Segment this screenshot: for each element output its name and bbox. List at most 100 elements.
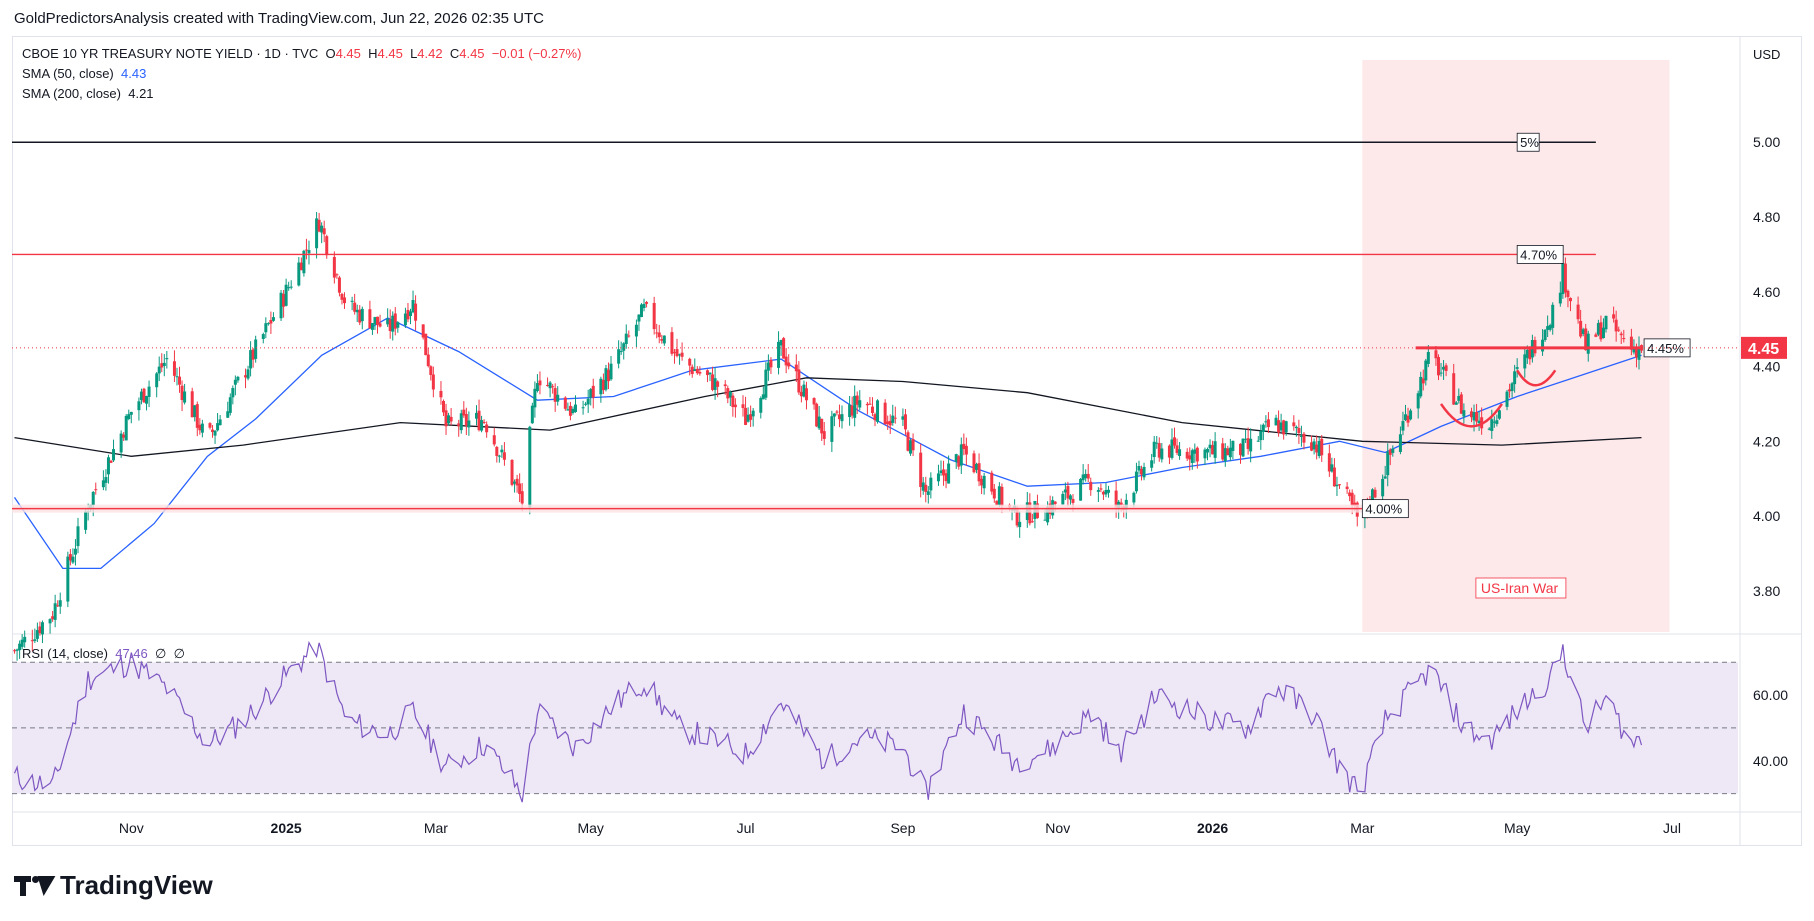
candle: [1332, 458, 1336, 487]
candle-body: [360, 308, 364, 322]
candle-body: [1632, 347, 1636, 353]
candle: [464, 407, 468, 436]
candle: [1150, 453, 1154, 472]
candle: [830, 410, 834, 452]
candle-body: [909, 440, 913, 454]
candle-body: [1043, 519, 1047, 521]
candle: [1490, 409, 1494, 439]
candle-body: [959, 444, 963, 466]
tradingview-brand[interactable]: TradingView: [14, 870, 213, 901]
candle-body: [358, 309, 362, 323]
candle: [482, 419, 486, 424]
price-tick-label: 4.80: [1753, 209, 1780, 225]
candle: [1157, 437, 1161, 462]
candle: [1548, 323, 1552, 332]
candle: [76, 517, 80, 554]
candle: [160, 353, 164, 373]
candle: [104, 469, 108, 491]
candle-body: [1206, 449, 1210, 453]
candle: [617, 340, 621, 369]
candle: [1421, 369, 1425, 391]
candle-body: [876, 400, 880, 422]
candle: [213, 430, 217, 444]
candle-body: [990, 472, 994, 492]
candle-body: [1419, 376, 1423, 397]
candle-body: [1320, 438, 1324, 456]
candle-body: [982, 475, 986, 489]
candle: [1505, 389, 1509, 411]
candle-body: [1310, 442, 1314, 451]
candle-body: [370, 323, 374, 330]
rsi-legend: RSI (14, close) 47.46 ∅ ∅: [22, 646, 185, 662]
candle-body: [1096, 490, 1100, 492]
candle-body: [1350, 492, 1354, 506]
candle-body: [1614, 319, 1618, 332]
candle-body: [249, 350, 253, 369]
candle-body: [1596, 323, 1600, 335]
symbol-name: CBOE 10 YR TREASURY NOTE YIELD · 1D · TV…: [22, 46, 319, 61]
candle: [604, 364, 608, 392]
candle: [1563, 257, 1567, 298]
candle: [1173, 427, 1177, 449]
candle-body: [1426, 351, 1430, 364]
candle-body: [302, 250, 306, 274]
candle-body: [1249, 438, 1253, 452]
candle-body: [693, 369, 697, 371]
candle-body: [606, 369, 610, 382]
candle-body: [289, 286, 293, 288]
candle-body: [442, 400, 445, 413]
candle: [358, 305, 362, 326]
candle-body: [906, 432, 910, 451]
candle: [396, 321, 400, 333]
candle: [1566, 289, 1570, 308]
candle: [1208, 439, 1212, 458]
candle-body: [1018, 521, 1022, 528]
candle: [340, 292, 344, 305]
candle-body: [1101, 491, 1105, 495]
candle-body: [1401, 421, 1405, 431]
candle: [591, 378, 595, 409]
candle: [797, 361, 801, 395]
candle: [1599, 315, 1603, 342]
candle: [622, 342, 626, 360]
candle: [180, 380, 184, 412]
candle-body: [254, 339, 258, 359]
candle-body: [510, 459, 514, 485]
candle: [271, 312, 275, 322]
last-price-tag: [1741, 336, 1787, 359]
candle: [244, 368, 248, 389]
candle-body: [964, 445, 968, 455]
candle: [1203, 447, 1207, 466]
close-value: 4.45: [459, 46, 485, 61]
candle-body: [802, 384, 806, 397]
candle: [911, 433, 915, 457]
candle: [1086, 464, 1090, 482]
candle-body: [695, 368, 699, 374]
candle: [38, 621, 42, 636]
low-value: 4.42: [417, 46, 443, 61]
candle-body: [208, 423, 212, 428]
candle: [886, 415, 890, 430]
candle-body: [94, 489, 98, 491]
candle: [1302, 431, 1306, 450]
candle: [459, 409, 463, 434]
candle-body: [1439, 372, 1443, 374]
candle: [1614, 310, 1618, 342]
candle: [1452, 363, 1456, 405]
candle-body: [568, 405, 572, 416]
candle-body: [1452, 373, 1456, 405]
candle: [231, 385, 235, 405]
candle-body: [573, 404, 577, 413]
candle-body: [1345, 486, 1349, 490]
candle: [1513, 364, 1517, 393]
candle: [637, 314, 641, 331]
date-tick-label: May: [1504, 820, 1530, 836]
candle: [1551, 302, 1555, 335]
candle-body: [936, 473, 940, 482]
candle: [936, 464, 940, 486]
candle: [246, 365, 250, 381]
candle: [317, 212, 321, 233]
candle: [1223, 443, 1227, 467]
candle-body: [680, 352, 684, 357]
